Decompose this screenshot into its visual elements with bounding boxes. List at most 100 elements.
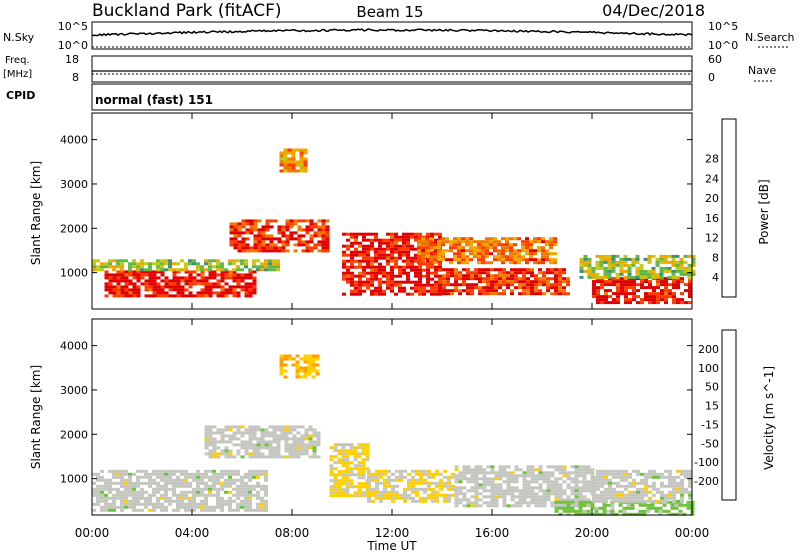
range-gate-cell bbox=[280, 455, 285, 459]
range-gate-cell bbox=[249, 249, 254, 253]
range-gate-cell bbox=[688, 469, 692, 473]
range-gate-cell bbox=[297, 234, 302, 238]
range-gate-cell bbox=[458, 480, 463, 484]
range-gate-cell bbox=[164, 475, 168, 479]
range-gate-cell bbox=[188, 508, 192, 512]
range-gate-cell bbox=[349, 467, 354, 471]
range-gate-cell bbox=[454, 280, 458, 284]
range-gate-cell bbox=[349, 461, 354, 465]
range-gate-cell bbox=[525, 240, 529, 244]
range-gate-cell bbox=[341, 443, 346, 447]
range-gate-cell bbox=[554, 289, 558, 293]
range-gate-cell bbox=[439, 472, 443, 476]
range-gate-cell bbox=[489, 252, 493, 256]
range-gate-cell bbox=[152, 288, 157, 292]
range-gate-cell bbox=[311, 363, 316, 367]
range-gate-cell bbox=[252, 487, 256, 491]
range-gate-cell bbox=[160, 502, 164, 506]
range-gate-cell bbox=[378, 277, 382, 281]
range-gate-cell bbox=[652, 301, 656, 305]
range-gate-cell bbox=[249, 228, 254, 232]
range-gate-cell bbox=[184, 279, 189, 283]
range-gate-cell bbox=[688, 289, 692, 293]
range-gate-cell bbox=[672, 496, 676, 500]
range-gate-cell bbox=[437, 243, 441, 247]
range-gate-cell bbox=[132, 291, 137, 295]
range-gate-cell bbox=[434, 286, 438, 290]
range-gate-cell bbox=[248, 452, 253, 456]
range-gate-cell bbox=[485, 261, 489, 265]
range-gate-cell bbox=[382, 265, 386, 269]
range-gate-cell bbox=[192, 490, 196, 494]
range-gate-cell bbox=[240, 475, 244, 479]
range-gate-cell bbox=[526, 289, 530, 293]
range-gate-cell bbox=[462, 283, 466, 287]
range-gate-cell bbox=[216, 431, 221, 435]
range-gate-cell bbox=[419, 496, 423, 500]
range-gate-cell bbox=[562, 480, 567, 484]
range-gate-cell bbox=[313, 222, 318, 226]
range-gate-cell bbox=[482, 477, 487, 481]
range-gate-cell bbox=[668, 478, 672, 482]
range-gate-cell bbox=[260, 452, 265, 456]
range-gate-cell bbox=[387, 496, 391, 500]
range-gate-cell bbox=[132, 505, 136, 509]
range-gate-cell bbox=[264, 455, 269, 459]
range-gate-cell bbox=[244, 496, 248, 500]
range-gate-cell bbox=[469, 258, 473, 262]
range-gate-cell bbox=[624, 484, 628, 488]
range-gate-cell bbox=[248, 285, 253, 289]
range-gate-cell bbox=[470, 274, 474, 278]
range-gate-cell bbox=[684, 283, 688, 287]
range-gate-cell bbox=[321, 231, 326, 235]
range-gate-cell bbox=[587, 266, 592, 270]
range-gate-cell bbox=[124, 294, 129, 298]
range-gate-cell bbox=[132, 282, 137, 286]
range-gate-cell bbox=[518, 492, 523, 496]
range-gate-cell bbox=[546, 483, 551, 487]
range-gate-cell bbox=[313, 234, 318, 238]
range-gate-cell bbox=[664, 280, 668, 284]
range-gate-cell bbox=[466, 274, 470, 278]
range-gate-cell bbox=[497, 243, 501, 247]
range-gate-cell bbox=[502, 277, 506, 281]
range-gate-cell bbox=[96, 490, 100, 494]
range-gate-cell bbox=[116, 276, 121, 280]
range-gate-cell bbox=[168, 262, 172, 266]
range-gate-cell bbox=[253, 237, 258, 241]
range-gate-cell bbox=[260, 431, 265, 435]
range-gate-cell bbox=[216, 273, 221, 277]
range-gate-cell bbox=[208, 425, 213, 429]
range-gate-cell bbox=[570, 477, 575, 481]
power-ylabel: Slant Range [km] bbox=[29, 161, 43, 265]
range-gate-cell bbox=[407, 481, 411, 485]
range-gate-cell bbox=[252, 484, 256, 488]
range-gate-cell bbox=[570, 480, 575, 484]
range-gate-cell bbox=[96, 478, 100, 482]
range-gate-cell bbox=[212, 282, 217, 286]
range-gate-cell bbox=[646, 509, 651, 513]
range-gate-cell bbox=[679, 272, 684, 276]
range-gate-cell bbox=[265, 219, 270, 223]
range-gate-cell bbox=[474, 492, 479, 496]
range-gate-cell bbox=[200, 282, 205, 286]
range-gate-cell bbox=[403, 475, 407, 479]
range-gate-cell bbox=[337, 449, 342, 453]
range-gate-cell bbox=[293, 219, 298, 223]
range-gate-cell bbox=[236, 496, 240, 500]
range-gate-cell bbox=[546, 480, 551, 484]
range-gate-cell bbox=[485, 249, 489, 253]
range-gate-cell bbox=[537, 240, 541, 244]
range-gate-cell bbox=[136, 490, 140, 494]
range-gate-cell bbox=[554, 292, 558, 296]
range-gate-cell bbox=[164, 508, 168, 512]
range-gate-cell bbox=[108, 259, 112, 263]
range-gate-cell bbox=[357, 476, 362, 480]
range-gate-cell bbox=[116, 285, 121, 289]
range-gate-cell bbox=[406, 277, 410, 281]
range-gate-cell bbox=[414, 253, 418, 257]
range-gate-cell bbox=[486, 277, 490, 281]
range-gate-cell bbox=[288, 437, 293, 441]
range-gate-cell bbox=[120, 499, 124, 503]
